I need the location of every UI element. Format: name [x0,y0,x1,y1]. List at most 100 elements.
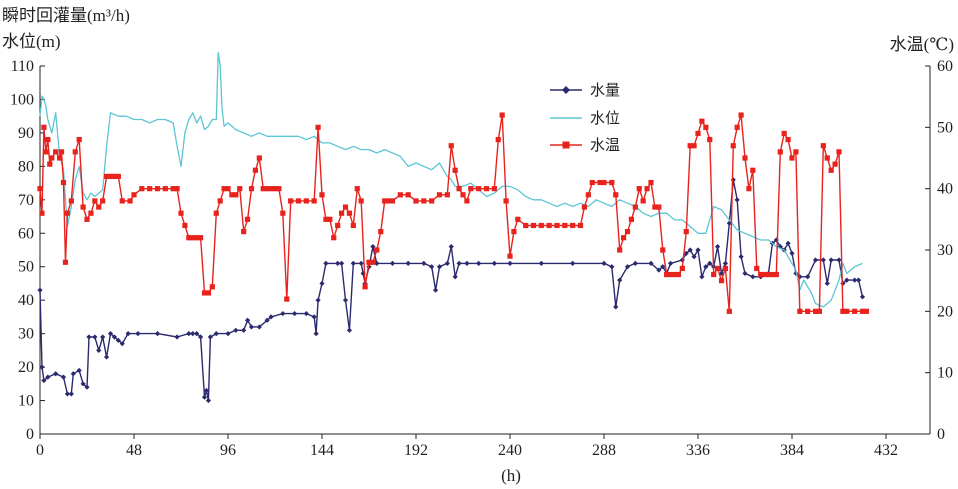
data-point-water-volume [820,257,826,263]
data-point-water-temperature [119,198,125,204]
data-point-water-temperature [288,198,294,204]
data-point-water-temperature [182,222,188,229]
data-point-water-temperature [37,186,43,192]
data-point-water-temperature [628,216,635,222]
data-point-water-volume [174,334,180,340]
left-tick-label: 100 [10,91,34,108]
data-point-water-temperature [76,137,82,143]
data-point-water-volume [714,244,721,250]
data-point-water-temperature [280,210,286,216]
data-point-water-temperature [734,124,740,130]
data-point-water-temperature [64,210,71,216]
data-point-water-volume [797,274,803,280]
data-point-water-temperature [350,222,356,229]
data-point-water-temperature [194,235,200,241]
data-point-water-volume [205,397,212,404]
data-point-water-temperature [570,222,576,229]
data-point-water-volume [213,331,219,337]
data-point-water-temperature [303,198,309,204]
data-point-water-temperature [785,137,791,143]
left-tick-label: 50 [18,259,34,276]
series-line-water-temperature [39,114,867,312]
data-point-water-volume [429,264,435,270]
data-point-water-volume [570,260,576,266]
data-point-water-temperature [464,198,470,204]
data-point-water-temperature [499,112,505,118]
data-point-water-temperature [742,155,748,161]
data-point-water-temperature [53,149,59,155]
data-point-water-volume [100,334,106,340]
data-point-water-volume [687,247,693,253]
data-point-water-volume [750,274,756,280]
data-point-water-temperature [225,186,231,192]
data-point-water-temperature [346,210,353,216]
data-point-water-temperature [660,247,666,253]
left-tick-label: 20 [18,359,34,376]
data-point-water-temperature [656,204,662,210]
data-point-water-temperature [256,155,262,161]
left-tick-label: 30 [18,326,34,343]
data-point-water-temperature [60,179,67,186]
data-point-water-temperature [754,265,760,271]
data-point-water-temperature [311,198,317,204]
data-point-water-temperature [327,216,333,222]
series-layer [37,51,870,404]
legend: 水量 水位 水温 [550,81,620,154]
data-point-water-temperature [72,149,78,155]
data-point-water-temperature [436,192,443,198]
data-point-water-temperature [718,278,725,284]
data-point-water-temperature [260,186,266,192]
data-point-water-temperature [315,124,321,130]
data-point-water-volume [225,331,231,337]
data-point-water-temperature [370,259,376,265]
data-point-water-volume [374,260,380,266]
data-point-water-volume [311,314,317,320]
data-point-water-volume [648,260,654,266]
data-point-water-temperature [859,308,866,314]
data-point-water-temperature [444,192,450,198]
data-point-water-temperature [491,186,497,192]
data-point-water-temperature [777,149,783,155]
data-point-water-temperature [47,161,53,167]
data-point-water-temperature [515,216,521,222]
data-point-water-temperature [92,198,98,204]
data-point-water-temperature [448,143,454,149]
data-point-water-temperature [43,149,49,155]
data-point-water-volume [103,354,110,360]
data-point-water-temperature [707,137,713,143]
data-point-water-temperature [229,192,235,198]
data-point-water-volume [773,237,779,243]
data-point-water-temperature [413,198,419,204]
data-point-water-temperature [233,192,239,198]
data-point-water-volume [432,287,439,293]
data-point-water-temperature [45,137,51,143]
data-point-water-temperature [820,143,826,149]
data-point-water-temperature [205,290,212,296]
data-point-water-temperature [730,143,736,149]
data-point-water-temperature [100,198,106,204]
data-point-water-volume [190,331,196,337]
data-point-water-temperature [589,179,595,186]
data-point-water-temperature [812,308,819,314]
data-point-water-temperature [331,235,337,241]
x-tick-label: 336 [686,442,710,459]
data-point-water-volume [436,264,443,270]
data-point-water-volume [742,270,748,277]
data-point-water-temperature [852,308,858,314]
data-point-water-temperature [750,167,756,173]
data-point-water-temperature [671,271,678,278]
data-point-water-temperature [342,204,349,210]
data-point-water-temperature [793,149,799,155]
data-point-water-temperature [711,271,717,278]
left-axis-label-line2: 水位(m) [2,32,61,51]
data-point-water-volume [313,331,319,337]
data-point-water-volume [695,247,701,253]
data-point-water-temperature [39,210,45,216]
left-axis-label-line1: 瞬时回灌量(m³/h) [2,6,130,25]
legend-label-water-level: 水位 [590,109,620,127]
data-point-water-temperature [640,198,646,204]
data-point-water-temperature [581,204,588,210]
data-point-water-volume [291,310,298,317]
left-tick-label: 90 [18,125,34,142]
legend-marker-water-temperature [562,141,570,149]
